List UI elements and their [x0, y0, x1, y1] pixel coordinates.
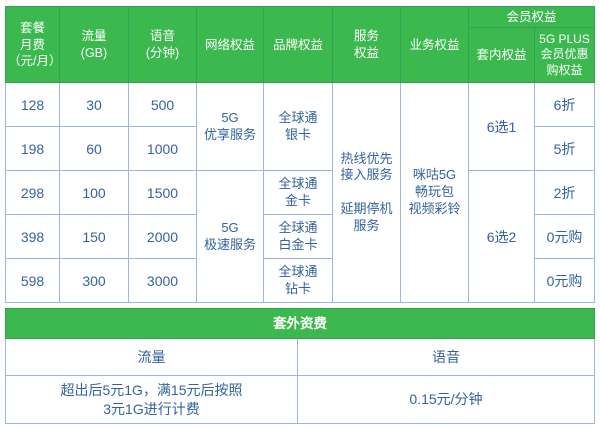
voice-cell: 2000 [128, 214, 197, 260]
header-row-sub: 套内权益 5G PLUS 会员优惠 购权益 [6, 27, 596, 84]
service-benefit-cell: 热线优先 接入服务 延期停机 服务 [332, 82, 401, 304]
discount-cell: 5折 [533, 126, 596, 172]
voice-cell: 1000 [128, 126, 197, 172]
header-row-top: 套餐 月费 （元/月） 流量 (GB) 语音 (分钟) 网络权益 品牌权益 服务… [5, 5, 596, 84]
plan-table: 套餐 月费 （元/月） 流量 (GB) 语音 (分钟) 网络权益 品牌权益 服务… [5, 5, 596, 304]
brand-cell-silver: 全球通 银卡 [263, 82, 333, 172]
header-data: 流量 (GB) [59, 5, 129, 84]
discount-cell: 0元购 [533, 214, 596, 260]
brand-cell-diamond: 全球通 钻卡 [263, 258, 333, 304]
fee-cell: 598 [5, 258, 60, 304]
extra-fee-title: 套外资费 [5, 308, 595, 339]
header-member-benefit: 会员权益 [467, 5, 596, 29]
header-voice: 语音 (分钟) [128, 5, 197, 84]
header-business-benefit: 业务权益 [400, 5, 469, 84]
network-benefit-cell-speed: 5G 极速服务 [196, 170, 264, 304]
extra-fee-header-row: 流量 语音 [5, 338, 595, 376]
extra-fee-value-row: 超出后5元1G，满15元后按照 3元1G进行计费 0.15元/分钟 [5, 375, 595, 424]
extra-fee-title-row: 套外资费 [5, 308, 595, 339]
fee-cell: 298 [5, 170, 60, 216]
extra-data-rate: 超出后5元1G，满15元后按照 3元1G进行计费 [5, 375, 298, 424]
discount-cell: 0元购 [533, 258, 596, 304]
discount-cell: 2折 [533, 170, 596, 216]
header-network-benefit: 网络权益 [196, 5, 264, 84]
plan-row-298: 298 100 1500 5G 极速服务 全球通 金卡 6选2 2折 [5, 170, 596, 304]
data-cell: 150 [59, 214, 129, 260]
member-in-cell-pick2: 6选2 [468, 170, 535, 304]
data-cell: 300 [59, 258, 129, 304]
network-benefit-cell-premium: 5G 优享服务 [196, 82, 264, 172]
header-service-benefit: 服务 权益 [332, 5, 401, 84]
plan-row-198: 198 60 1000 5折 [5, 126, 596, 172]
data-cell: 30 [59, 82, 129, 128]
plan-row-128: 128 30 500 5G 优享服务 全球通 银卡 热线优先 接入服务 延期停机… [5, 82, 596, 304]
voice-cell: 3000 [128, 258, 197, 304]
header-5gplus-discount: 5G PLUS 会员优惠 购权益 [533, 27, 596, 84]
extra-voice-rate: 0.15元/分钟 [297, 375, 595, 424]
extra-voice-header: 语音 [297, 338, 595, 376]
header-brand-benefit: 品牌权益 [263, 5, 333, 84]
fee-cell: 398 [5, 214, 60, 260]
fee-cell: 128 [5, 82, 60, 128]
data-cell: 100 [59, 170, 129, 216]
extra-fee-table: 套外资费 流量 语音 超出后5元1G，满15元后按照 3元1G进行计费 0.15… [5, 308, 595, 424]
fee-cell: 198 [5, 126, 60, 172]
voice-cell: 500 [128, 82, 197, 128]
voice-cell: 1500 [128, 170, 197, 216]
member-in-cell-pick1: 6选1 [468, 82, 535, 172]
plan-row-398: 398 150 2000 全球通 白金卡 0元购 [5, 214, 596, 260]
discount-cell: 6折 [533, 82, 596, 128]
brand-cell-gold: 全球通 金卡 [263, 170, 333, 216]
data-cell: 60 [59, 126, 129, 172]
header-member-in-plan: 套内权益 [468, 27, 535, 84]
brand-cell-platinum: 全球通 白金卡 [263, 214, 333, 260]
header-monthly-fee: 套餐 月费 （元/月） [5, 5, 60, 84]
plan-row-598: 598 300 3000 全球通 钻卡 0元购 [5, 258, 596, 304]
extra-data-header: 流量 [5, 338, 298, 376]
business-benefit-cell: 咪咕5G 畅玩包 视频彩铃 [400, 82, 469, 304]
